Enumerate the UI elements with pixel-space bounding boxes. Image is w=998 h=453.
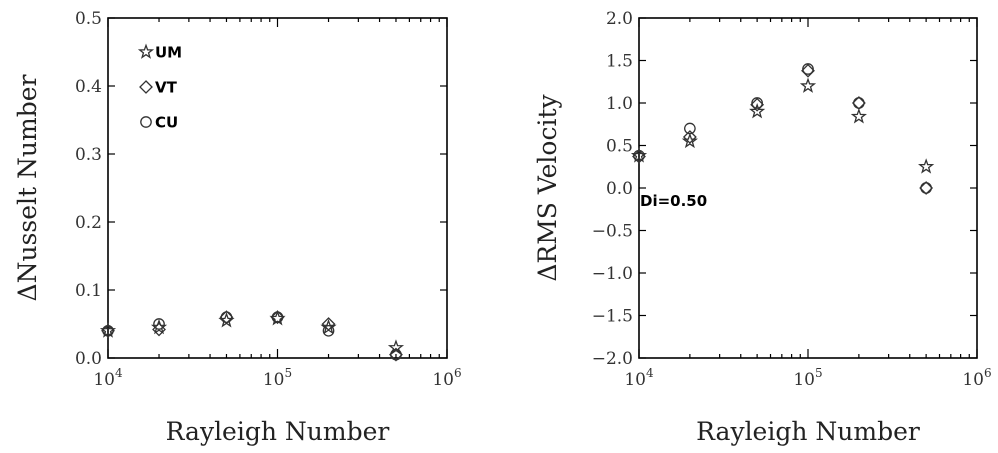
y-tick-label: 0.0 (606, 179, 633, 199)
data-point-cu (102, 324, 114, 337)
y-tick-label: 0.3 (75, 145, 102, 165)
y-tick-label: 0.2 (75, 213, 102, 233)
y-tick-label: 0.5 (606, 137, 633, 157)
x-tick-label: 106 (962, 366, 991, 390)
data-point-cu (633, 149, 645, 162)
data-point-um (387, 339, 405, 355)
data-point-cu (920, 182, 932, 194)
legend-label-cu: CU (155, 114, 178, 132)
data-point-um (918, 158, 935, 174)
x-axis-title: Rayleigh Number (166, 417, 390, 446)
data-point-vt (919, 181, 934, 195)
data-point-cu (390, 348, 402, 361)
y-tick-label: 1.0 (606, 94, 633, 114)
y-tick-label: −1.0 (592, 264, 633, 284)
x-tick-label: 106 (432, 366, 461, 390)
rms-velocity-panel: −2.0 −1.5 −1.0 −0.5 0.0 0.5 1.0 1.5 2.0 104 105 106… (533, 9, 992, 446)
data-point-cu (853, 97, 865, 109)
data-point-vt (270, 310, 285, 325)
data-point-cu (153, 318, 165, 330)
y-tick-label: 0.0 (75, 349, 102, 369)
data-point-vt (219, 310, 234, 325)
y-tick-label: 0.4 (75, 77, 102, 97)
data-point-cu (802, 63, 814, 75)
data-point-cu (220, 311, 233, 324)
data-point-um (681, 132, 698, 149)
data-point-cu (684, 122, 696, 135)
data-point-vt (750, 97, 765, 112)
data-point-um (799, 77, 817, 93)
data-point-vt (101, 323, 115, 338)
data-point-cu (322, 324, 335, 337)
y-tick-label: 1.5 (606, 52, 633, 72)
data-point-vt (801, 63, 815, 78)
y-tick-label: 0.1 (75, 281, 102, 301)
annotation: Di=0.50 (640, 192, 707, 210)
y-axis-title: ΔRMS Velocity (533, 93, 562, 281)
y-tick-label: 0.5 (75, 9, 102, 29)
legend-marker-cu (140, 116, 152, 128)
data-point-cu (751, 97, 763, 109)
y-tick-label: −0.5 (592, 222, 633, 242)
data-point-vt (851, 96, 866, 110)
data-point-vt (632, 149, 646, 164)
x-tick-label: 105 (793, 366, 822, 390)
data-point-cu (271, 311, 284, 324)
data-point-um (749, 102, 766, 119)
data-point-vt (389, 347, 403, 362)
y-tick-label: 2.0 (606, 9, 633, 29)
x-tick-label: 104 (93, 366, 123, 390)
x-tick-label: 104 (624, 366, 654, 390)
x-tick-label: 105 (263, 366, 292, 390)
legend-marker-um (137, 43, 155, 59)
plot-frame (638, 17, 978, 359)
y-tick-label: −1.5 (592, 307, 633, 327)
data-point-vt (321, 317, 336, 331)
legend-label-vt: VT (155, 79, 178, 97)
data-point-um (850, 108, 867, 124)
nusselt-panel: 0.0 0.1 0.2 0.3 0.4 0.5 104 105 106 Rayleigh Numb… (13, 9, 462, 446)
y-axis-title: ΔNusselt Number (13, 74, 42, 301)
data-point-vt (682, 130, 697, 144)
plot-frame (107, 17, 448, 359)
y-tick-label: −2.0 (592, 349, 633, 369)
legend-label-um: UM (155, 44, 182, 62)
x-axis-title: Rayleigh Number (696, 417, 920, 446)
legend-marker-vt (139, 80, 153, 94)
